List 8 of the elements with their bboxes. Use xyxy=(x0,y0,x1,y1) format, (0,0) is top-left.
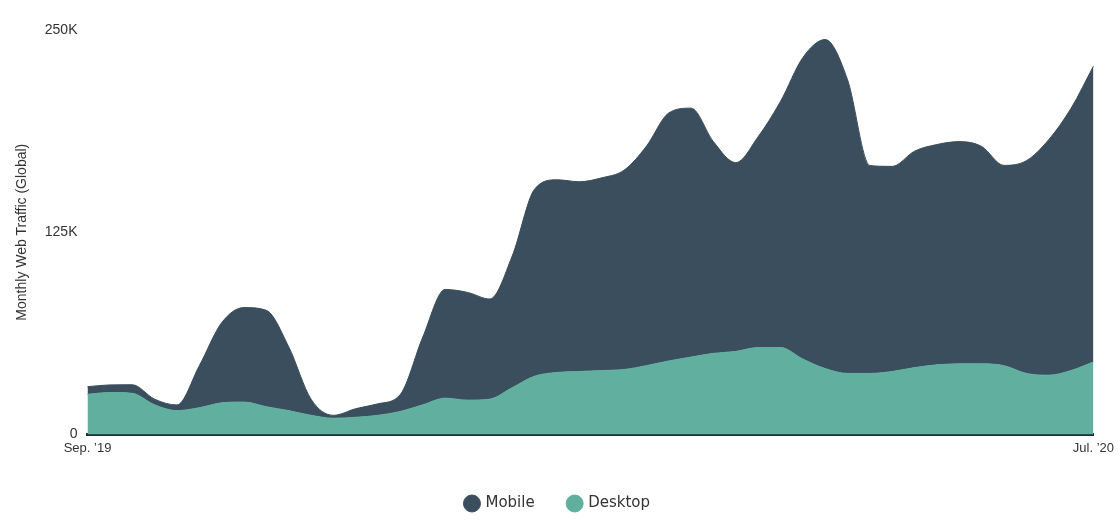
y-tick-label: 250K xyxy=(44,20,79,37)
y-tick-label: 125K xyxy=(44,223,79,240)
legend-label: Desktop xyxy=(588,493,651,512)
y-axis-title: Monthly Web Traffic (Global) xyxy=(13,143,30,321)
y-tick-label: 0 xyxy=(69,425,78,442)
x-tick-label: Jul. ’20 xyxy=(1072,439,1115,455)
legend-label: Mobile xyxy=(485,493,535,512)
x-tick-label: Sep. ’19 xyxy=(63,439,112,455)
